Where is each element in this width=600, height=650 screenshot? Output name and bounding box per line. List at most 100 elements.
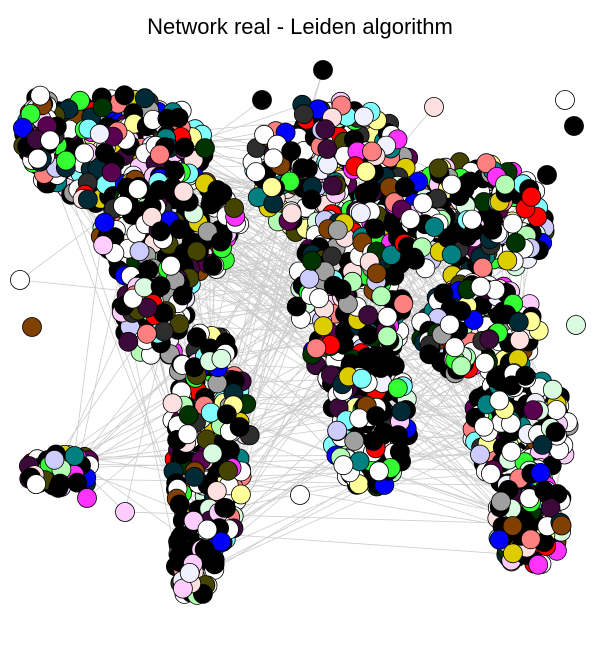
node	[349, 408, 370, 429]
node	[160, 255, 181, 276]
node	[532, 434, 553, 455]
node	[433, 283, 454, 304]
node	[387, 378, 408, 399]
node	[164, 160, 185, 181]
node	[489, 529, 510, 550]
node	[391, 401, 412, 422]
node	[306, 338, 327, 359]
node	[520, 529, 541, 550]
node	[93, 235, 114, 256]
node	[210, 231, 231, 252]
node	[366, 263, 387, 284]
node	[400, 209, 421, 230]
node	[515, 365, 536, 386]
node	[246, 162, 266, 183]
node	[50, 473, 70, 494]
node	[350, 203, 371, 224]
node	[114, 85, 135, 106]
node	[129, 241, 150, 262]
node	[206, 481, 227, 502]
node	[405, 249, 425, 270]
node	[261, 177, 282, 198]
node	[566, 315, 586, 335]
node	[546, 400, 567, 420]
node	[441, 244, 462, 265]
node	[204, 554, 225, 575]
node	[474, 352, 495, 373]
node	[194, 539, 215, 560]
node	[95, 142, 115, 163]
node	[27, 148, 48, 169]
edge	[151, 321, 349, 421]
node	[502, 516, 523, 536]
node	[451, 356, 472, 377]
node	[419, 344, 440, 365]
node	[40, 130, 60, 151]
node	[26, 474, 46, 495]
edge	[49, 406, 502, 466]
node	[412, 193, 433, 214]
node	[542, 379, 563, 400]
node	[169, 219, 190, 240]
node	[177, 424, 198, 445]
node	[281, 141, 302, 162]
node	[509, 329, 530, 350]
node	[474, 416, 494, 437]
edge	[76, 454, 481, 458]
node	[292, 158, 313, 179]
node	[371, 286, 392, 307]
node	[534, 480, 555, 501]
node	[441, 174, 462, 195]
node	[362, 141, 382, 162]
node	[384, 265, 405, 286]
node	[349, 451, 370, 472]
node	[462, 209, 482, 230]
node	[394, 177, 415, 198]
node	[30, 85, 51, 106]
node	[476, 153, 497, 174]
node	[545, 422, 566, 442]
node	[451, 301, 472, 321]
node	[393, 294, 414, 314]
node	[184, 466, 205, 487]
node	[290, 485, 310, 505]
node	[118, 331, 139, 352]
node	[495, 174, 516, 195]
node	[195, 138, 215, 159]
node	[134, 88, 155, 109]
node	[173, 181, 194, 202]
node	[137, 297, 158, 318]
node	[186, 327, 207, 348]
node	[77, 488, 97, 508]
node	[186, 241, 207, 262]
node	[101, 162, 122, 183]
edge	[200, 532, 531, 557]
node	[358, 305, 379, 326]
node	[505, 232, 526, 253]
node	[315, 119, 336, 140]
node	[313, 60, 333, 80]
node	[373, 422, 394, 443]
node	[424, 217, 445, 237]
node	[214, 497, 235, 518]
node	[444, 337, 465, 358]
node	[89, 123, 110, 144]
node	[216, 404, 237, 425]
node	[508, 312, 529, 333]
node	[381, 245, 402, 266]
node	[356, 347, 377, 368]
node	[299, 268, 320, 289]
node	[12, 118, 33, 138]
node	[179, 563, 200, 583]
node	[92, 97, 113, 118]
node	[482, 219, 503, 240]
edge	[74, 455, 553, 534]
node	[149, 144, 170, 165]
node	[424, 97, 444, 117]
node	[503, 543, 523, 564]
node	[150, 276, 171, 297]
node	[301, 250, 322, 271]
node	[497, 250, 518, 271]
node	[142, 207, 162, 227]
node	[127, 179, 148, 200]
